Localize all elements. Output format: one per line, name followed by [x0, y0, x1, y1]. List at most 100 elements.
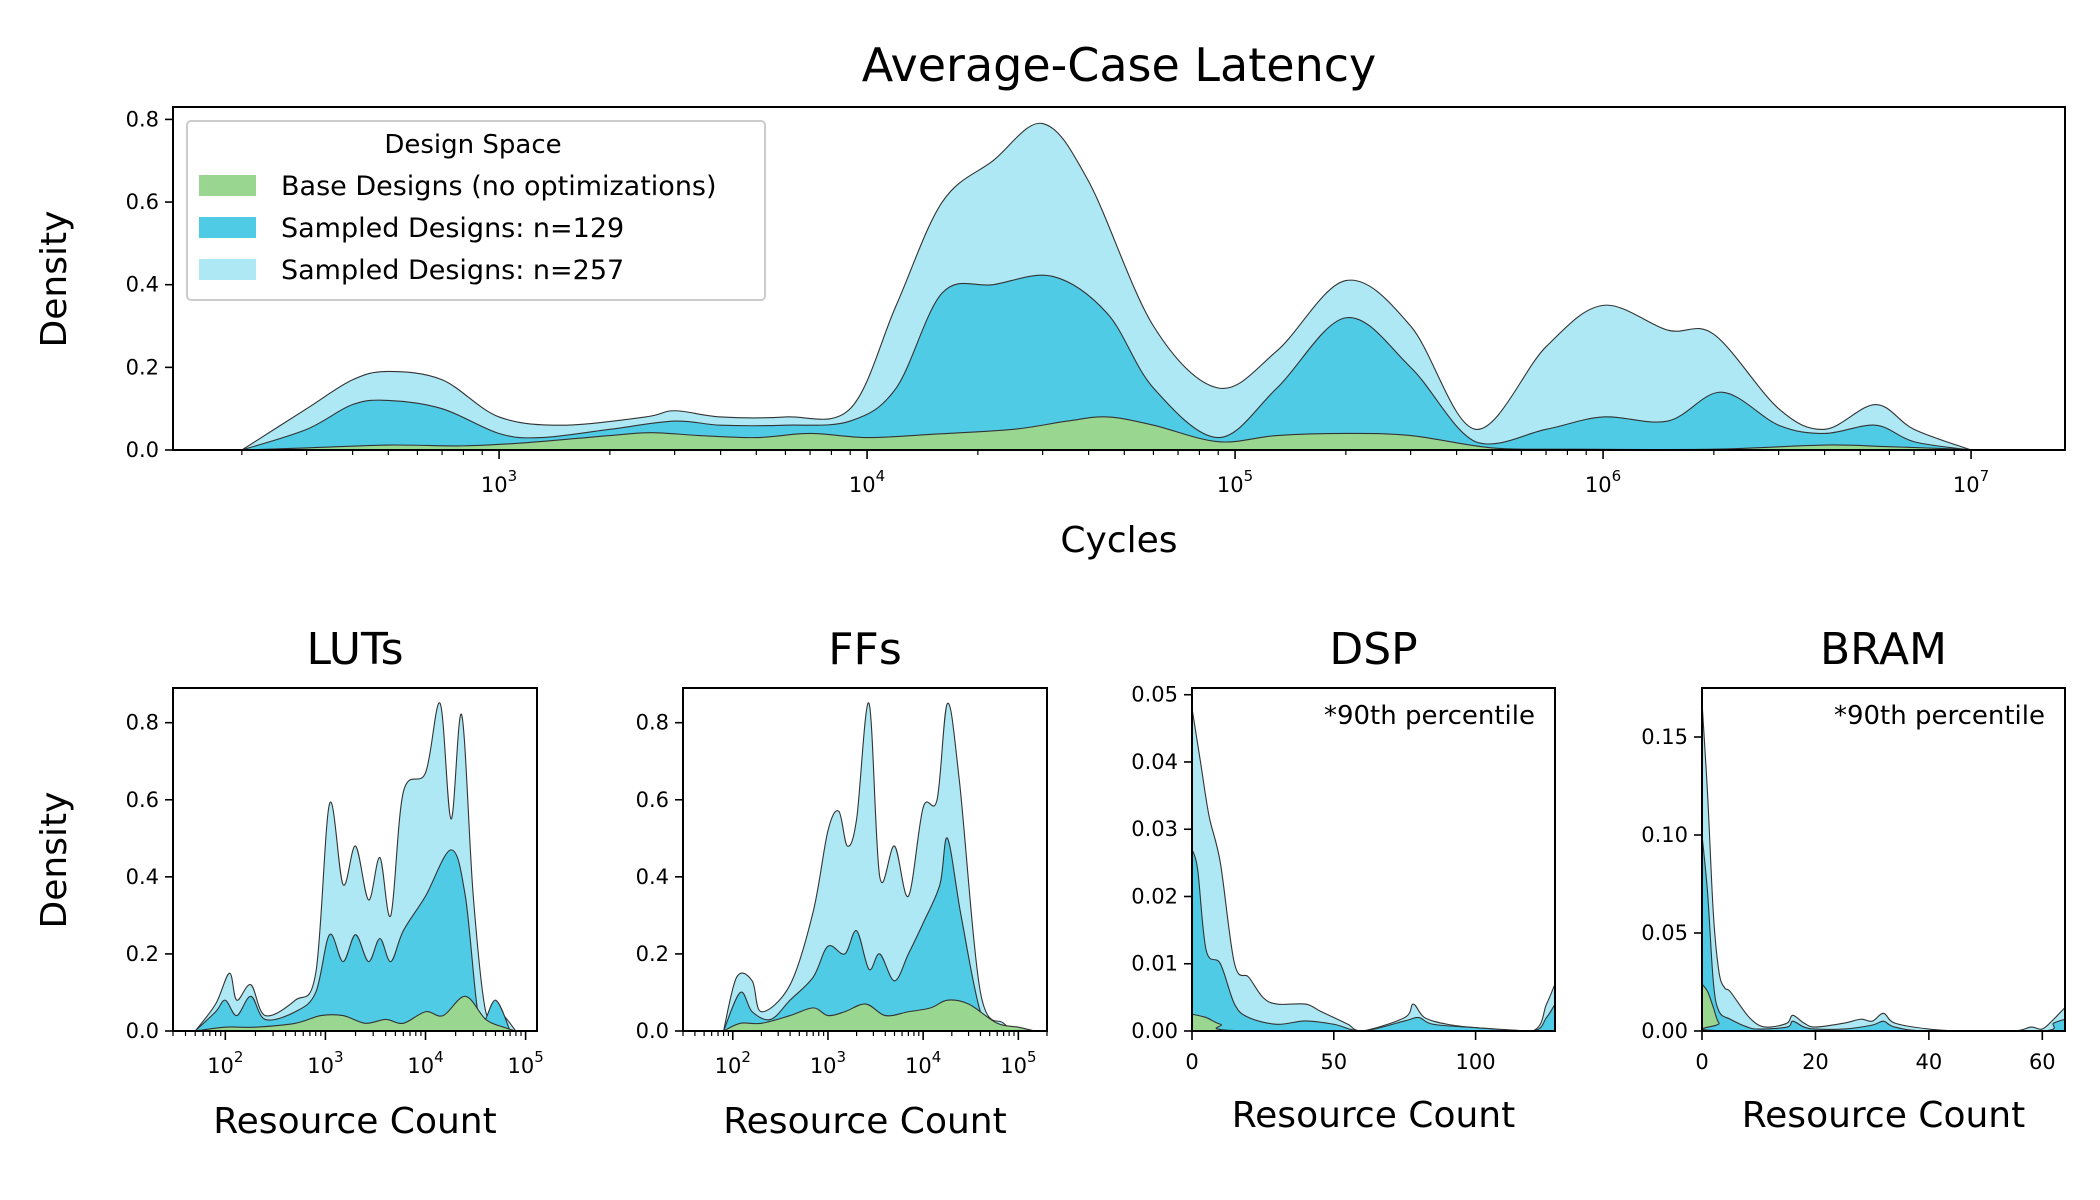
- xtick-label-luts: 103: [307, 1048, 343, 1078]
- legend-title: Design Space: [384, 130, 561, 160]
- line-ffs-series-1: [723, 837, 1019, 1031]
- title-ffs: FFs: [828, 624, 902, 675]
- chart-dsp: 0.00 0.01 0.02 0.03 0.04 0.05 0 50 100 DSP Resourc…: [1131, 624, 1556, 1136]
- ylabel-luts: Density: [34, 792, 75, 929]
- area-dsp-series-1: [1192, 849, 1555, 1031]
- xtick-label-bram: 0: [1695, 1050, 1708, 1074]
- ytick-label-luts: 0.4: [126, 865, 159, 889]
- xtick-label-luts: 102: [207, 1048, 243, 1078]
- chart-latency: 0.0 0.2 0.4 0.6 0.8 103 104 105 106 107 Average-Ca…: [34, 38, 2066, 561]
- area-dsp-series-2: [1192, 708, 1555, 1031]
- area-luts-series-0: [195, 996, 516, 1031]
- areas-dsp: [1192, 708, 1555, 1031]
- area-latency-series-2: [241, 123, 1972, 450]
- area-bram-series-2: [1702, 701, 2065, 1031]
- area-ffs-series-1: [723, 837, 1019, 1031]
- area-luts-series-1: [195, 849, 511, 1031]
- legend-swatch-0: [199, 175, 256, 196]
- xlabel-latency: Cycles: [1060, 520, 1177, 561]
- xtick-label-ffs: 102: [715, 1048, 751, 1078]
- area-bram-series-1: [1702, 835, 2065, 1031]
- legend-label-1: Sampled Designs: n=129: [281, 213, 624, 244]
- ytick-label-latency: 0.2: [126, 355, 159, 379]
- ytick-label-latency: 0.4: [126, 273, 159, 297]
- xtick-label-dsp: 100: [1456, 1050, 1496, 1074]
- line-luts-series-2: [194, 702, 517, 1031]
- legend-label-2: Sampled Designs: n=257: [281, 255, 624, 286]
- ytick-label-bram: 0.05: [1641, 921, 1688, 945]
- line-luts-series-1: [194, 849, 511, 1031]
- ytick-label-dsp: 0.05: [1131, 683, 1178, 707]
- xtick-label-latency: 103: [481, 467, 517, 497]
- line-bram-series-2: [1702, 701, 2065, 1031]
- ytick-label-ffs: 0.8: [636, 711, 669, 735]
- legend-swatch-2: [199, 259, 256, 280]
- line-bram-series-0: [1702, 983, 2065, 1031]
- chart-ffs: 0.0 0.2 0.4 0.6 0.8 102 103 104 105 FFs Resource C…: [636, 624, 1048, 1142]
- ytick-label-bram: 0.00: [1641, 1019, 1688, 1043]
- frame-bram: [1701, 687, 2066, 1032]
- ytick-label-ffs: 0.6: [636, 788, 669, 812]
- ytick-label-latency: 0.0: [126, 438, 159, 462]
- ytick-label-dsp: 0.01: [1131, 952, 1178, 976]
- xtick-label-bram: 20: [1802, 1050, 1829, 1074]
- legend-box: [186, 120, 766, 301]
- xtick-label-latency: 104: [849, 467, 885, 497]
- ytick-label-luts: 0.0: [126, 1019, 159, 1043]
- ytick-label-dsp: 0.02: [1131, 884, 1178, 908]
- line-ffs-series-2: [723, 702, 1019, 1031]
- note-bram: *90th percentile: [1834, 701, 2045, 731]
- xtick-label-ffs: 104: [905, 1048, 941, 1078]
- ytick-label-luts: 0.6: [126, 788, 159, 812]
- title-bram: BRAM: [1820, 624, 1947, 675]
- line-luts-series-0: [195, 995, 517, 1031]
- xlabel-ffs: Resource Count: [723, 1101, 1006, 1142]
- areas-ffs: [723, 702, 1036, 1031]
- xtick-label-dsp: 50: [1320, 1050, 1347, 1074]
- xtick-label-bram: 40: [1916, 1050, 1943, 1074]
- ytick-label-dsp: 0.00: [1131, 1019, 1178, 1043]
- area-latency-series-1: [241, 275, 1972, 450]
- line-latency-series-1: [241, 274, 1972, 450]
- ytick-label-bram: 0.15: [1641, 725, 1688, 749]
- areas-bram: [1702, 701, 2065, 1031]
- title-latency: Average-Case Latency: [862, 38, 1377, 92]
- frame-ffs: [682, 687, 1048, 1032]
- ytick-label-dsp: 0.04: [1131, 750, 1178, 774]
- ylabel-latency: Density: [34, 211, 75, 348]
- ytick-label-latency: 0.8: [126, 107, 159, 131]
- ytick-label-ffs: 0.2: [636, 942, 669, 966]
- frame-latency: [172, 106, 2066, 451]
- ytick-label-luts: 0.2: [126, 942, 159, 966]
- line-dsp-series-0: [1192, 1013, 1555, 1031]
- xtick-label-bram: 60: [2029, 1050, 2056, 1074]
- line-bram-series-1: [1702, 834, 2065, 1031]
- frame-dsp: [1191, 687, 1556, 1032]
- xlabel-bram: Resource Count: [1742, 1095, 2025, 1136]
- xtick-label-ffs: 105: [1000, 1048, 1036, 1078]
- line-ffs-series-0: [723, 999, 1036, 1031]
- legend-label-0: Base Designs (no optimizations): [281, 171, 717, 202]
- chart-bram: 0.00 0.05 0.10 0.15 0 20 40 60 BRAM Resource Coun…: [1641, 624, 2066, 1136]
- xlabel-luts: Resource Count: [213, 1101, 496, 1142]
- ytick-label-luts: 0.8: [126, 711, 159, 735]
- ytick-label-ffs: 0.0: [636, 1019, 669, 1043]
- note-dsp: *90th percentile: [1324, 701, 1535, 731]
- area-latency-series-0: [241, 416, 1972, 450]
- xlabel-dsp: Resource Count: [1232, 1095, 1515, 1136]
- xtick-label-latency: 105: [1217, 467, 1253, 497]
- ytick-label-dsp: 0.03: [1131, 817, 1178, 841]
- legend-swatch-1: [199, 217, 256, 238]
- xtick-label-luts: 105: [507, 1048, 543, 1078]
- title-dsp: DSP: [1329, 624, 1417, 675]
- areas-luts: [194, 702, 517, 1031]
- xtick-label-dsp: 0: [1185, 1050, 1198, 1074]
- title-luts: LUTs: [306, 624, 403, 675]
- xtick-label-latency: 106: [1585, 467, 1621, 497]
- xtick-label-latency: 107: [1953, 467, 1989, 497]
- line-latency-series-2: [241, 122, 1972, 450]
- chart-luts: 0.0 0.2 0.4 0.6 0.8 102 103 104 105 LUTs Resource …: [34, 624, 544, 1142]
- ytick-label-latency: 0.6: [126, 190, 159, 214]
- ytick-label-ffs: 0.4: [636, 865, 669, 889]
